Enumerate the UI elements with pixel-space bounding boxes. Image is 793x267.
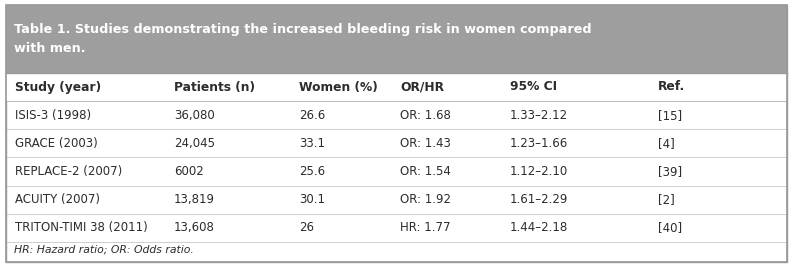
Text: [4]: [4] (658, 137, 675, 150)
Text: 1.33–2.12: 1.33–2.12 (510, 109, 568, 121)
Text: 1.12–2.10: 1.12–2.10 (510, 165, 568, 178)
Text: 33.1: 33.1 (299, 137, 325, 150)
Text: 1.23–1.66: 1.23–1.66 (510, 137, 568, 150)
Text: ACUITY (2007): ACUITY (2007) (15, 193, 101, 206)
Text: 30.1: 30.1 (299, 193, 325, 206)
Text: 26: 26 (299, 221, 314, 234)
Text: HR: Hazard ratio; OR: Odds ratio.: HR: Hazard ratio; OR: Odds ratio. (14, 245, 193, 255)
Text: [15]: [15] (658, 109, 682, 121)
Text: [40]: [40] (658, 221, 682, 234)
Text: [39]: [39] (658, 165, 682, 178)
Text: HR: 1.77: HR: 1.77 (400, 221, 451, 234)
Text: GRACE (2003): GRACE (2003) (15, 137, 98, 150)
Text: Ref.: Ref. (658, 80, 685, 93)
Text: 1.44–2.18: 1.44–2.18 (510, 221, 568, 234)
Text: 6002: 6002 (174, 165, 204, 178)
Text: TRITON-TIMI 38 (2011): TRITON-TIMI 38 (2011) (15, 221, 148, 234)
Text: 25.6: 25.6 (299, 165, 325, 178)
Text: Patients (n): Patients (n) (174, 80, 255, 93)
Text: REPLACE-2 (2007): REPLACE-2 (2007) (15, 165, 123, 178)
Text: OR/HR: OR/HR (400, 80, 444, 93)
Text: OR: 1.43: OR: 1.43 (400, 137, 451, 150)
Text: OR: 1.54: OR: 1.54 (400, 165, 451, 178)
Text: [2]: [2] (658, 193, 675, 206)
Text: Women (%): Women (%) (299, 80, 377, 93)
Text: ISIS-3 (1998): ISIS-3 (1998) (15, 109, 91, 121)
Text: Table 1. Studies demonstrating the increased bleeding risk in women compared
wit: Table 1. Studies demonstrating the incre… (14, 23, 592, 54)
Text: Study (year): Study (year) (15, 80, 102, 93)
Text: 1.61–2.29: 1.61–2.29 (510, 193, 568, 206)
Text: OR: 1.68: OR: 1.68 (400, 109, 451, 121)
Bar (6, 73, 787, 101)
Text: 13,819: 13,819 (174, 193, 215, 206)
Text: 26.6: 26.6 (299, 109, 325, 121)
Text: 36,080: 36,080 (174, 109, 215, 121)
Bar (6, 5, 787, 73)
Text: 24,045: 24,045 (174, 137, 215, 150)
Text: OR: 1.92: OR: 1.92 (400, 193, 451, 206)
Text: 13,608: 13,608 (174, 221, 215, 234)
Text: 95% CI: 95% CI (510, 80, 557, 93)
